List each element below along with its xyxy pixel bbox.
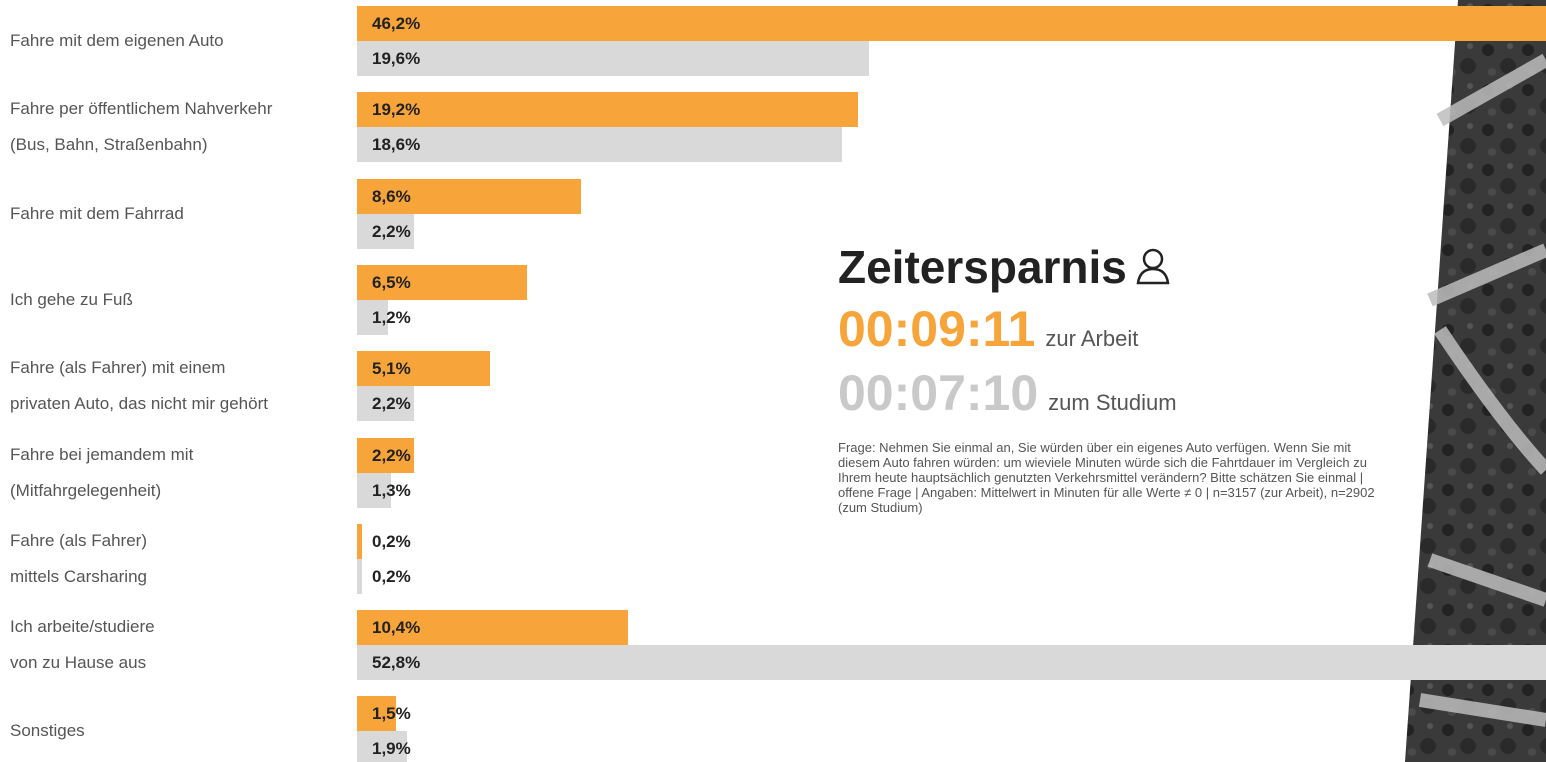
bar: [357, 523, 363, 559]
bar: [357, 351, 491, 387]
time-row: 00:07:10 zum Studium: [838, 364, 1388, 422]
value-label: 19,6%: [372, 49, 421, 68]
bar: [357, 6, 1546, 41]
value-label: 0,2%: [372, 531, 411, 551]
value-label: 18,6%: [372, 135, 421, 155]
category-label: Fahre (als Fahrer) mit einem privaten Au…: [10, 358, 268, 414]
category-label: Sonstiges: [10, 721, 85, 741]
time-row: 00:09:11 zur Arbeit: [838, 300, 1388, 358]
bar: [357, 92, 859, 128]
value-label: 1,2%: [372, 307, 411, 327]
time-label: zum Studium: [1048, 390, 1177, 415]
bar: [357, 731, 407, 762]
bar: [357, 610, 629, 646]
value-label: 52,8%: [372, 653, 421, 673]
value-label: 1,9%: [372, 739, 411, 759]
value-label: 2,2%: [372, 394, 411, 414]
bar: [357, 472, 391, 508]
category-label: Ich arbeite/studiere von zu Hause aus: [10, 617, 155, 673]
value-label: 46,2%: [372, 14, 421, 33]
bar: [357, 127, 843, 163]
panel-heading: Zeitersparnis: [838, 240, 1388, 294]
time-value: 00:07:10: [838, 365, 1039, 421]
category-label: Fahre mit dem eigenen Auto: [10, 31, 224, 50]
bar: [357, 299, 389, 335]
category-label: Fahre per öffentlichem Nahverkehr (Bus, …: [10, 99, 273, 155]
time-value: 00:09:11: [838, 301, 1036, 357]
value-label: 5,1%: [372, 359, 411, 379]
category-label: Ich gehe zu Fuß: [10, 289, 133, 309]
category-label: Fahre bei jemandem mit (Mitfahrgelegenhe…: [10, 444, 194, 500]
bar: [357, 264, 527, 300]
bar: [357, 558, 363, 594]
value-label: 19,2%: [372, 100, 421, 120]
value-label: 1,5%: [372, 704, 411, 724]
value-label: 10,4%: [372, 618, 421, 638]
bar: [357, 386, 415, 422]
footnote: Frage: Nehmen Sie einmal an, Sie würden …: [838, 440, 1375, 515]
category-label: Fahre mit dem Fahrrad: [10, 203, 184, 223]
info-panel: Zeitersparnis 00:09:11 zur Arbeit 00:07:1…: [838, 240, 1388, 515]
value-label: 6,5%: [372, 272, 411, 292]
value-label: 8,6%: [372, 186, 411, 206]
person-icon: [1136, 248, 1170, 285]
value-label: 0,2%: [372, 566, 411, 586]
panel-title: Zeitersparnis: [838, 241, 1127, 293]
value-label: 2,2%: [372, 445, 411, 465]
time-label: zur Arbeit: [1045, 326, 1139, 351]
bar: [357, 41, 869, 76]
bar: [357, 645, 1546, 681]
value-label: 2,2%: [372, 221, 411, 241]
value-label: 1,3%: [372, 480, 411, 500]
category-label: Fahre (als Fahrer) mittels Carsharing: [10, 530, 147, 586]
bar: [357, 437, 415, 473]
bar: [357, 696, 397, 732]
bar: [357, 213, 415, 249]
bar: [357, 178, 582, 214]
